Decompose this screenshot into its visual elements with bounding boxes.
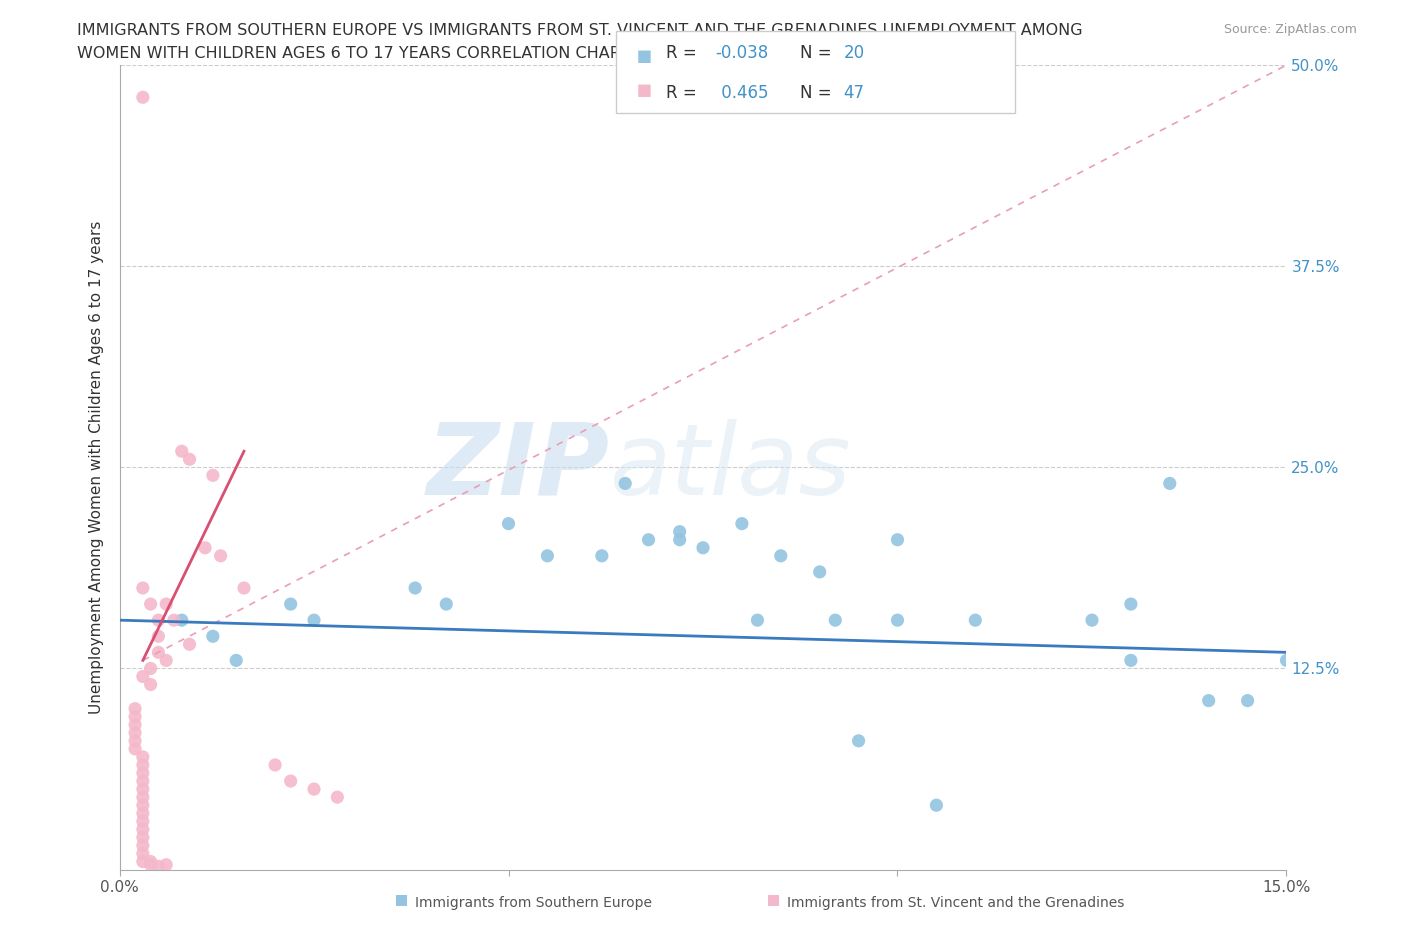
Text: ▪: ▪ bbox=[636, 44, 652, 68]
Text: N =: N = bbox=[800, 85, 837, 102]
Point bbox=[201, 468, 224, 483]
Point bbox=[132, 854, 155, 869]
Point bbox=[139, 854, 162, 869]
Point bbox=[769, 549, 792, 564]
Point bbox=[848, 734, 870, 749]
Point bbox=[404, 580, 426, 595]
Point bbox=[1198, 693, 1220, 708]
Point bbox=[886, 613, 908, 628]
Text: WOMEN WITH CHILDREN AGES 6 TO 17 YEARS CORRELATION CHART: WOMEN WITH CHILDREN AGES 6 TO 17 YEARS C… bbox=[77, 46, 630, 61]
Point bbox=[139, 597, 162, 612]
Point bbox=[170, 613, 193, 628]
Point bbox=[148, 613, 170, 628]
Point bbox=[148, 859, 170, 874]
Point bbox=[132, 830, 155, 844]
Point bbox=[1119, 597, 1142, 612]
Point bbox=[824, 613, 846, 628]
Text: atlas: atlas bbox=[610, 418, 851, 516]
Point bbox=[302, 781, 325, 796]
Point bbox=[194, 540, 217, 555]
Point bbox=[965, 613, 987, 628]
Text: Immigrants from St. Vincent and the Grenadines: Immigrants from St. Vincent and the Gren… bbox=[787, 896, 1125, 910]
Text: IMMIGRANTS FROM SOUTHERN EUROPE VS IMMIGRANTS FROM ST. VINCENT AND THE GRENADINE: IMMIGRANTS FROM SOUTHERN EUROPE VS IMMIG… bbox=[77, 23, 1083, 38]
Text: R =: R = bbox=[666, 44, 703, 61]
Point bbox=[668, 532, 690, 547]
Point bbox=[925, 798, 948, 813]
Point bbox=[124, 717, 146, 732]
Point bbox=[233, 580, 256, 595]
Text: R =: R = bbox=[666, 85, 703, 102]
Text: 20: 20 bbox=[844, 44, 865, 61]
Point bbox=[132, 790, 155, 804]
Point bbox=[132, 90, 155, 105]
Point bbox=[132, 750, 155, 764]
Point bbox=[1275, 653, 1298, 668]
Point bbox=[132, 781, 155, 796]
Point bbox=[124, 734, 146, 749]
Point bbox=[302, 613, 325, 628]
Point bbox=[155, 597, 177, 612]
Point bbox=[1236, 693, 1258, 708]
Point bbox=[434, 597, 457, 612]
Point bbox=[132, 805, 155, 820]
Text: -0.038: -0.038 bbox=[716, 44, 769, 61]
Point bbox=[132, 798, 155, 813]
Point bbox=[668, 525, 690, 539]
Point bbox=[132, 814, 155, 829]
Point bbox=[264, 758, 287, 773]
Point bbox=[886, 532, 908, 547]
Point bbox=[132, 846, 155, 861]
Point bbox=[132, 669, 155, 684]
Text: N =: N = bbox=[800, 44, 837, 61]
Text: Source: ZipAtlas.com: Source: ZipAtlas.com bbox=[1223, 23, 1357, 36]
Point bbox=[280, 597, 302, 612]
Point bbox=[326, 790, 349, 804]
Text: Immigrants from Southern Europe: Immigrants from Southern Europe bbox=[415, 896, 652, 910]
Text: ZIP: ZIP bbox=[426, 418, 610, 516]
Point bbox=[155, 653, 177, 668]
Point bbox=[132, 774, 155, 789]
Point bbox=[132, 580, 155, 595]
Point bbox=[747, 613, 769, 628]
Point bbox=[808, 565, 831, 579]
Point bbox=[148, 629, 170, 644]
Point bbox=[1119, 653, 1142, 668]
Y-axis label: Unemployment Among Women with Children Ages 6 to 17 years: Unemployment Among Women with Children A… bbox=[89, 220, 104, 714]
Point bbox=[139, 857, 162, 872]
Point bbox=[614, 476, 637, 491]
Point bbox=[170, 444, 193, 458]
Point bbox=[139, 661, 162, 676]
Point bbox=[179, 637, 201, 652]
Point bbox=[163, 613, 186, 628]
Point bbox=[179, 452, 201, 467]
Point bbox=[139, 677, 162, 692]
Point bbox=[225, 653, 247, 668]
Text: ▪: ▪ bbox=[394, 889, 409, 910]
Text: ▪: ▪ bbox=[766, 889, 782, 910]
Point bbox=[124, 710, 146, 724]
Point bbox=[148, 644, 170, 659]
Point bbox=[124, 701, 146, 716]
Point bbox=[692, 540, 714, 555]
Point bbox=[1159, 476, 1181, 491]
Text: ▪: ▪ bbox=[636, 78, 652, 102]
Point bbox=[498, 516, 520, 531]
Point bbox=[132, 838, 155, 853]
Point bbox=[1081, 613, 1104, 628]
Point bbox=[201, 629, 224, 644]
Point bbox=[155, 857, 177, 872]
Point bbox=[124, 725, 146, 740]
Text: 47: 47 bbox=[844, 85, 865, 102]
Text: 0.465: 0.465 bbox=[716, 85, 768, 102]
Point bbox=[124, 741, 146, 756]
Point bbox=[637, 532, 659, 547]
Point bbox=[591, 549, 613, 564]
Point bbox=[731, 516, 754, 531]
Point bbox=[132, 758, 155, 773]
Point bbox=[132, 822, 155, 837]
Point bbox=[280, 774, 302, 789]
Point bbox=[209, 549, 232, 564]
Point bbox=[536, 549, 558, 564]
Point bbox=[132, 765, 155, 780]
